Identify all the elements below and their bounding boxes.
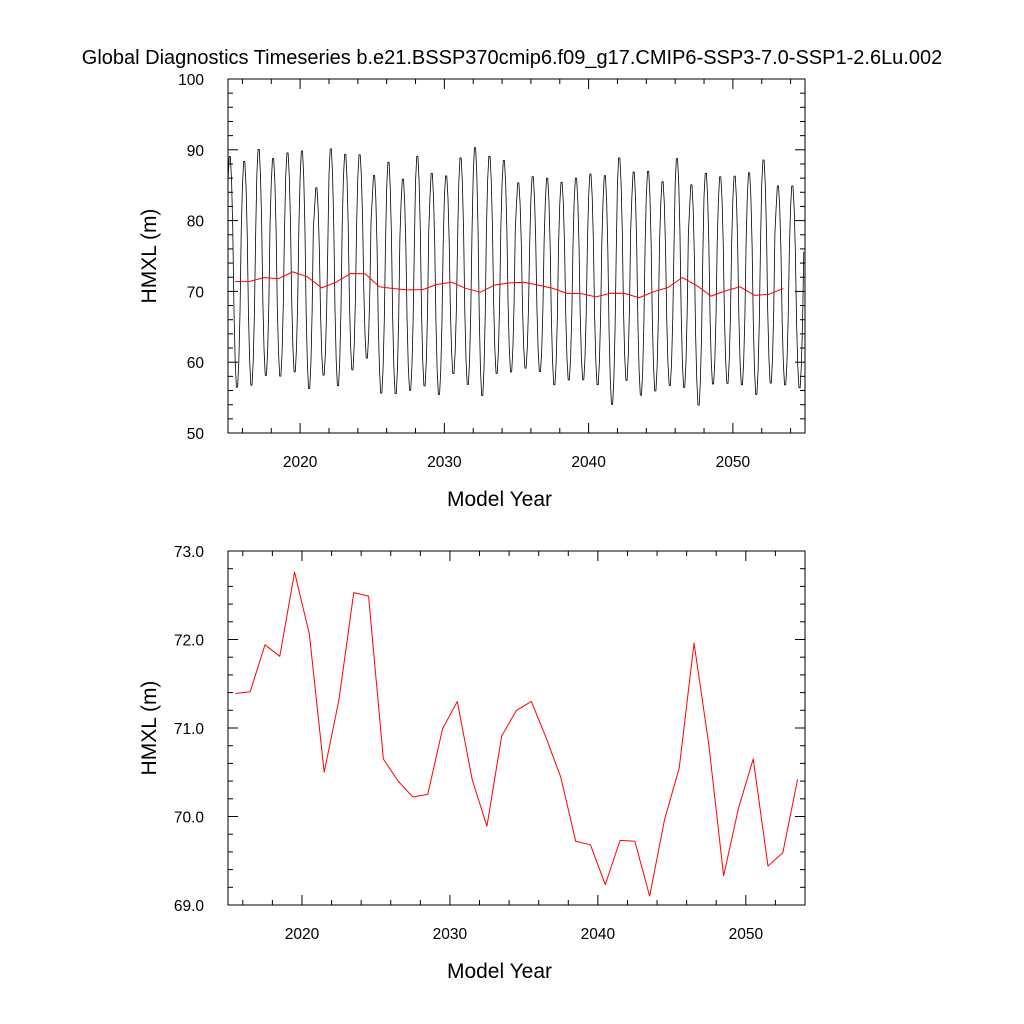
y-tick-label: 100 bbox=[178, 72, 204, 89]
y-tick-label: 70 bbox=[187, 284, 205, 301]
plot-frame bbox=[227, 78, 806, 434]
x-tick-label: 2050 bbox=[716, 454, 751, 471]
y-tick-label: 71.0 bbox=[174, 721, 205, 738]
top-panel: 2020 2030 2040 2050 50 60 70 80 90 100 Model Year H… bbox=[138, 72, 806, 511]
x-tick-label: 2020 bbox=[283, 454, 318, 471]
x-tick-label: 2030 bbox=[427, 454, 462, 471]
y-tick-label: 90 bbox=[187, 143, 205, 160]
series-annual-line bbox=[235, 271, 784, 299]
x-tick-label: 2020 bbox=[285, 926, 320, 943]
bottom-panel: 2020 2030 2040 2050 69.0 70.0 71.0 72.0 73.0 Mode… bbox=[138, 544, 806, 983]
series-monthly-line bbox=[228, 147, 805, 406]
x-axis-label: Model Year bbox=[447, 960, 552, 983]
x-tick-label: 2040 bbox=[581, 926, 616, 943]
x-axis-label: Model Year bbox=[447, 488, 552, 511]
y-tick-label: 70.0 bbox=[174, 810, 205, 827]
y-tick-label: 73.0 bbox=[174, 544, 205, 561]
y-axis-label: HMXL (m) bbox=[138, 209, 161, 304]
y-tick-label: 50 bbox=[187, 426, 205, 443]
x-tick-label: 2030 bbox=[433, 926, 468, 943]
y-axis-label: HMXL (m) bbox=[138, 681, 161, 776]
plot-area bbox=[228, 147, 805, 406]
x-tick-label: 2050 bbox=[729, 926, 764, 943]
y-tick-label: 60 bbox=[187, 355, 205, 372]
y-tick-label: 72.0 bbox=[174, 633, 205, 650]
series-annual-line bbox=[235, 571, 799, 897]
plot-area bbox=[235, 571, 799, 897]
figure-title: Global Diagnostics Timeseries b.e21.BSSP… bbox=[82, 47, 942, 69]
y-tick-label: 80 bbox=[187, 214, 205, 231]
y-tick-label: 69.0 bbox=[174, 898, 205, 915]
x-tick-label: 2040 bbox=[571, 454, 606, 471]
